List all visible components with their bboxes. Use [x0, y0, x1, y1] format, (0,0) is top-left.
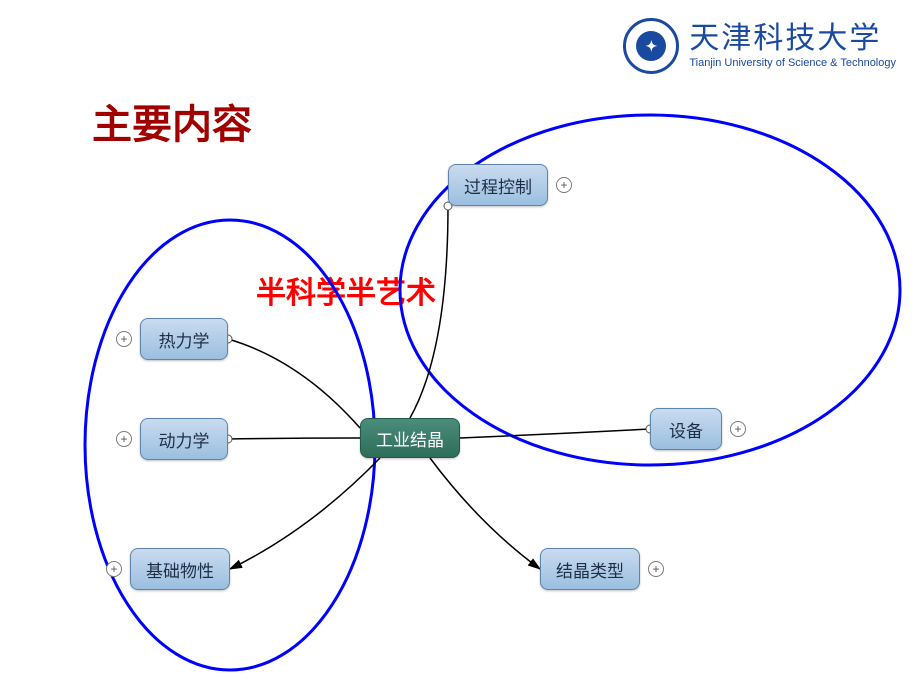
node-label: 动力学: [159, 427, 210, 452]
university-seal-icon: ✦: [623, 18, 679, 74]
node-crysttype[interactable]: 结晶类型: [540, 548, 640, 590]
node-label: 过程控制: [464, 173, 532, 198]
node-label: 设备: [669, 417, 703, 442]
node-process[interactable]: 过程控制: [448, 164, 548, 206]
expand-icon[interactable]: +: [116, 331, 132, 347]
seal-glyph-icon: ✦: [636, 31, 666, 61]
slide-stage: ✦ 天津科技大学 Tianjin University of Science &…: [0, 0, 920, 690]
node-label: 工业结晶: [376, 426, 444, 451]
expand-icon[interactable]: +: [730, 421, 746, 437]
node-label: 结晶类型: [556, 557, 624, 582]
university-name-en: Tianjin University of Science & Technolo…: [689, 57, 896, 70]
node-center[interactable]: 工业结晶: [360, 418, 460, 458]
node-equip[interactable]: 设备: [650, 408, 722, 450]
node-thermo[interactable]: 热力学: [140, 318, 228, 360]
subtitle: 半科学半艺术: [256, 268, 436, 312]
expand-icon[interactable]: +: [648, 561, 664, 577]
node-kinetics[interactable]: 动力学: [140, 418, 228, 460]
expand-icon[interactable]: +: [116, 431, 132, 447]
university-brand: ✦ 天津科技大学 Tianjin University of Science &…: [623, 18, 896, 74]
node-label: 热力学: [159, 327, 210, 352]
node-props[interactable]: 基础物性: [130, 548, 230, 590]
page-title: 主要内容: [92, 92, 252, 150]
university-name-cn: 天津科技大学: [689, 22, 896, 57]
node-label: 基础物性: [146, 557, 214, 582]
expand-icon[interactable]: +: [106, 561, 122, 577]
university-text: 天津科技大学 Tianjin University of Science & T…: [689, 22, 896, 69]
expand-icon[interactable]: +: [556, 177, 572, 193]
